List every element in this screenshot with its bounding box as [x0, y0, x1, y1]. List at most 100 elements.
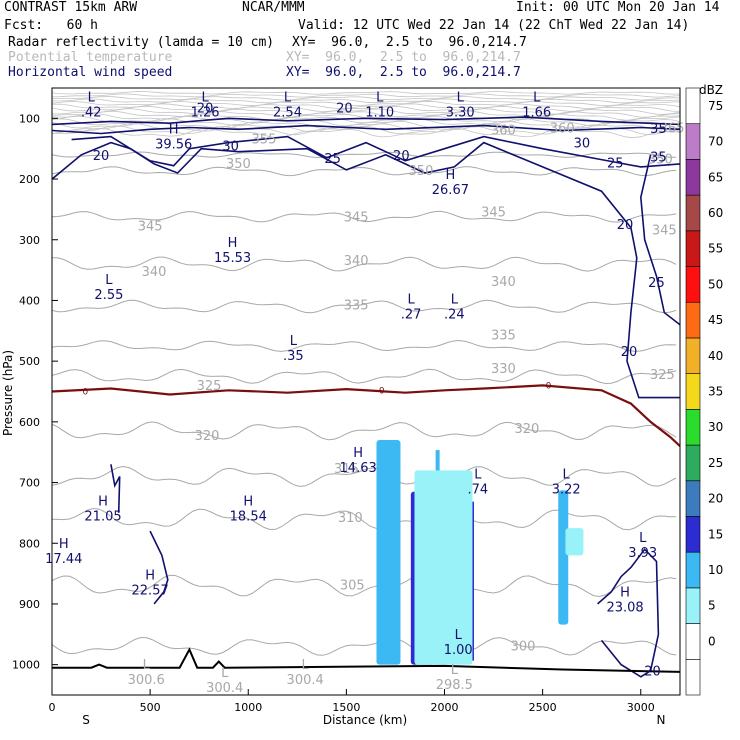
x-axis-label: Distance (km) — [323, 713, 407, 727]
colorbar-swatch — [685, 301, 701, 339]
theta-label: 340 — [142, 265, 167, 280]
theta-label: 320 — [195, 429, 220, 444]
extremum-kind: L — [376, 90, 384, 105]
y-tick-label: 300 — [19, 234, 40, 247]
theta-isoline — [52, 166, 677, 177]
x-tick-label: 2000 — [431, 701, 459, 714]
field-3-xy: XY= 96.0, 2.5 to 96.0,214.7 — [286, 65, 521, 80]
theta-isoline — [52, 299, 677, 314]
wind-label: 35 — [650, 151, 667, 166]
theta-label: 325 — [197, 379, 222, 394]
extremum-kind: H — [445, 168, 455, 183]
forecast-hour: Fcst: 60 h — [4, 18, 98, 33]
colorbar-label: 70 — [708, 135, 723, 149]
y-tick-label: 900 — [19, 598, 40, 611]
extremum-value: 22.57 — [132, 584, 169, 599]
wind-label: 20 — [393, 149, 410, 164]
extremum-value: 300.6 — [128, 673, 165, 688]
colorbar-swatch — [685, 516, 701, 553]
extremum-kind: L — [451, 663, 459, 678]
theta-isoline — [52, 118, 680, 127]
extremum-value: .27 — [401, 308, 422, 323]
y-tick-label: 800 — [19, 537, 40, 550]
theta-label: 345 — [138, 219, 163, 234]
theta-isoline — [52, 339, 677, 352]
theta-label: 330 — [491, 362, 516, 377]
colorbar-label: 35 — [708, 385, 723, 399]
colorbar-swatch — [685, 159, 701, 196]
wind-label: 20 — [336, 101, 353, 116]
wind-label: 20 — [617, 218, 634, 233]
wind-label: 25 — [648, 276, 665, 291]
theta-isoline — [52, 103, 680, 110]
extremum-kind: H — [353, 446, 363, 461]
extremum-value: 18.54 — [230, 510, 267, 525]
colorbar-swatch — [685, 266, 701, 303]
reflectivity-cells — [376, 440, 584, 665]
extremum-value: .42 — [81, 105, 102, 120]
extremum-value: 1.26 — [191, 105, 220, 120]
colorbar-label: 20 — [708, 492, 723, 506]
extremum-kind: L — [563, 467, 571, 482]
colorbar-swatch — [685, 123, 701, 160]
theta-label: 305 — [340, 579, 365, 594]
theta-label: 360 — [491, 123, 516, 138]
theta-isoline — [52, 125, 680, 136]
reflectivity-cell — [565, 528, 584, 556]
colorbar-label: 50 — [708, 277, 723, 291]
field-3-name: Horizontal wind speed — [8, 65, 173, 80]
extremum-kind: H — [59, 537, 69, 552]
extremum-kind: H — [145, 569, 155, 584]
extremum-value: 3.30 — [446, 105, 475, 120]
extremum-value: 23.08 — [606, 601, 643, 616]
extremum-value: .24 — [444, 308, 465, 323]
extremum-value: 300.4 — [287, 673, 324, 688]
model-title: CONTRAST 15km ARW — [4, 0, 138, 15]
colorbar: 0 5 10 15 20 25 30 35 40 45 50 55 60 65 70 75 — [685, 87, 723, 696]
wind-isoline — [639, 154, 680, 326]
theta-label: 335 — [491, 329, 516, 344]
reflectivity-cell — [414, 470, 473, 665]
wind-isoline — [149, 530, 169, 605]
wind-label: 20 — [93, 149, 110, 164]
colorbar-label: 15 — [708, 527, 723, 541]
theta-label: 350 — [226, 157, 251, 172]
y-tick-label: 200 — [19, 173, 40, 186]
left-endpoint: S — [82, 713, 90, 727]
extremum-kind: L — [451, 293, 459, 308]
y-axis-label: Pressure (hPa) — [1, 350, 15, 436]
theta-label: 365 — [660, 122, 685, 137]
field-2-xy: XY= 96.0, 2.5 to 96.0,214.7 — [286, 50, 521, 65]
wind-label: 20 — [197, 101, 214, 116]
y-tick-label: 100 — [19, 112, 40, 125]
theta-label: 300 — [511, 639, 536, 654]
init-time: Init: 00 UTC Mon 20 Jan 14 — [516, 0, 720, 15]
extremum-kind: H — [620, 586, 630, 601]
extremum-value: 3.22 — [552, 482, 581, 497]
theta-label: 335 — [344, 298, 369, 313]
extremum-value: 1.10 — [365, 105, 394, 120]
wind-isoline — [597, 548, 660, 678]
colorbar-label: 60 — [708, 206, 723, 220]
y-tick-label: 400 — [19, 294, 40, 307]
extremum-kind: H — [169, 123, 179, 138]
field-1-name: Radar reflectivity (lamda = 10 cm) — [8, 35, 275, 50]
zero-isoline-label: 0 — [379, 386, 385, 396]
wind-label: 35 — [650, 122, 667, 137]
extremum-kind: L — [639, 531, 647, 546]
extremum-kind: H — [98, 495, 108, 510]
theta-label: 325 — [650, 368, 675, 383]
extremum-value: 21.05 — [84, 510, 121, 525]
extremum-kind: L — [221, 666, 229, 681]
x-tick-label: 500 — [140, 701, 161, 714]
extremum-kind: H — [243, 495, 253, 510]
y-tick-label: 700 — [19, 477, 40, 490]
extremum-value: 298.5 — [436, 678, 473, 693]
zero-isoline — [52, 384, 680, 447]
extremum-value: 3.93 — [628, 546, 657, 561]
theta-isoline — [52, 256, 677, 272]
theta-isoline — [52, 110, 680, 118]
y-tick-label: 600 — [19, 416, 40, 429]
wind-label: 25 — [607, 157, 624, 172]
